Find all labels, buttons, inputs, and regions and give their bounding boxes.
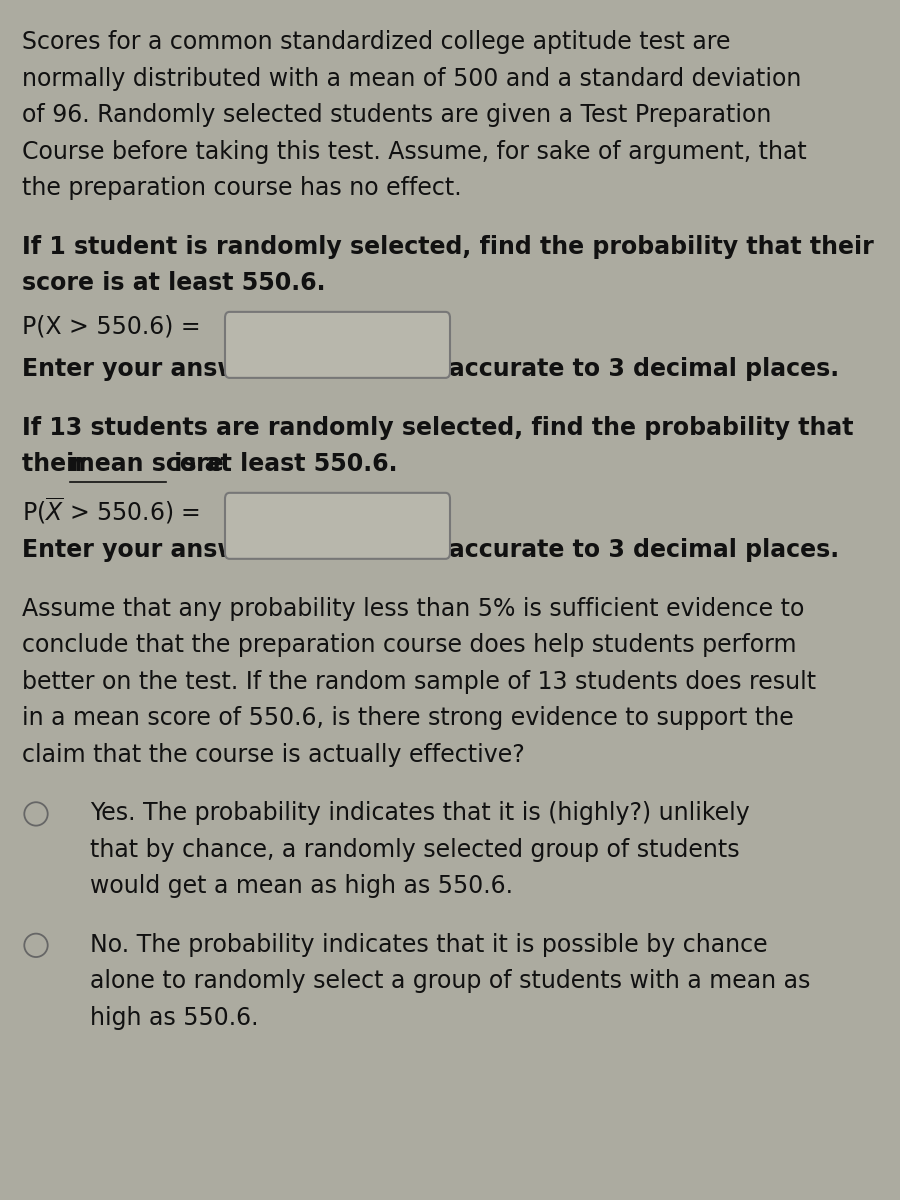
Text: Course before taking this test. Assume, for sake of argument, that: Course before taking this test. Assume, … [22, 139, 807, 163]
Text: P(X > 550.6) =: P(X > 550.6) = [22, 314, 201, 338]
Text: normally distributed with a mean of 500 and a standard deviation: normally distributed with a mean of 500 … [22, 66, 802, 90]
Text: is at least 550.6.: is at least 550.6. [166, 452, 397, 476]
Text: Enter your answer as a number accurate to 3 decimal places.: Enter your answer as a number accurate t… [22, 358, 840, 382]
Text: the preparation course has no effect.: the preparation course has no effect. [22, 176, 462, 200]
FancyBboxPatch shape [225, 312, 450, 378]
Text: If 13 students are randomly selected, find the probability that: If 13 students are randomly selected, fi… [22, 415, 854, 439]
Text: that by chance, a randomly selected group of students: that by chance, a randomly selected grou… [90, 838, 740, 862]
Text: conclude that the preparation course does help students perform: conclude that the preparation course doe… [22, 634, 797, 658]
Text: If 1 student is randomly selected, find the probability that their: If 1 student is randomly selected, find … [22, 234, 874, 258]
Text: alone to randomly select a group of students with a mean as: alone to randomly select a group of stud… [90, 970, 810, 994]
Text: in a mean score of 550.6, is there strong evidence to support the: in a mean score of 550.6, is there stron… [22, 707, 794, 731]
Text: Scores for a common standardized college aptitude test are: Scores for a common standardized college… [22, 30, 731, 54]
Text: would get a mean as high as 550.6.: would get a mean as high as 550.6. [90, 875, 513, 899]
Text: better on the test. If the random sample of 13 students does result: better on the test. If the random sample… [22, 670, 816, 694]
Text: Assume that any probability less than 5% is sufficient evidence to: Assume that any probability less than 5%… [22, 596, 805, 620]
Ellipse shape [24, 803, 48, 826]
Text: their: their [22, 452, 94, 476]
Text: high as 550.6.: high as 550.6. [90, 1006, 258, 1030]
Text: P($\overline{X}$ > 550.6) =: P($\overline{X}$ > 550.6) = [22, 496, 201, 526]
Ellipse shape [24, 934, 48, 958]
Text: mean score: mean score [70, 452, 224, 476]
Text: Yes. The probability indicates that it is (highly?) unlikely: Yes. The probability indicates that it i… [90, 802, 750, 826]
Text: Enter your answer as a number accurate to 3 decimal places.: Enter your answer as a number accurate t… [22, 539, 840, 563]
FancyBboxPatch shape [225, 493, 450, 559]
Text: score is at least 550.6.: score is at least 550.6. [22, 271, 326, 295]
Text: No. The probability indicates that it is possible by chance: No. The probability indicates that it is… [90, 932, 768, 956]
Text: claim that the course is actually effective?: claim that the course is actually effect… [22, 743, 526, 767]
Text: of 96. Randomly selected students are given a Test Preparation: of 96. Randomly selected students are gi… [22, 103, 772, 127]
